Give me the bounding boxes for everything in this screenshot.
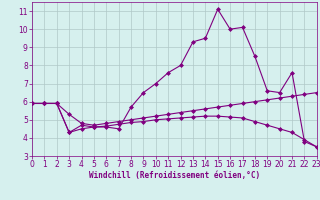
X-axis label: Windchill (Refroidissement éolien,°C): Windchill (Refroidissement éolien,°C): [89, 171, 260, 180]
